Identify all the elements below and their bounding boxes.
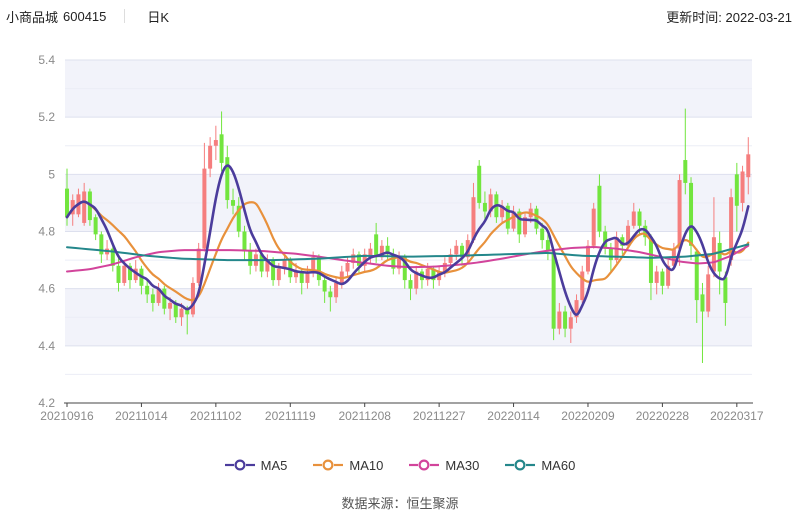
svg-text:20220209: 20220209 — [561, 409, 615, 423]
stock-name: 小商品城 — [6, 9, 59, 25]
x-axis: 20210916 20211014 20211102 20211119 20211208… — [40, 402, 764, 423]
svg-text:20211119: 20211119 — [265, 409, 316, 423]
svg-text:20211014: 20211014 — [115, 409, 168, 423]
svg-text:5: 5 — [48, 167, 55, 181]
legend-label-ma60: MA60 — [541, 457, 576, 473]
legend-item-ma60[interactable]: MA60 — [505, 458, 575, 473]
update-time: 更新时间: 2022-03-21 — [666, 9, 792, 25]
ma60-line — [66, 243, 750, 262]
svg-text:5.4: 5.4 — [38, 53, 55, 67]
svg-text:20210916: 20210916 — [40, 409, 94, 423]
header-divider — [124, 9, 126, 23]
stock-code: 600415 — [63, 8, 107, 24]
legend-label-ma10: MA10 — [349, 457, 384, 473]
svg-text:20220228: 20220228 — [636, 409, 690, 423]
svg-text:20211227: 20211227 — [413, 409, 466, 423]
data-source-label: 数据来源：恒生聚源 — [341, 496, 459, 511]
legend-label-ma5: MA5 — [260, 457, 288, 473]
chart-legend: MA5 MA10 MA30 MA60 — [0, 452, 800, 478]
svg-text:4.2: 4.2 — [38, 396, 55, 410]
svg-text:4.6: 4.6 — [38, 282, 55, 296]
period-label: 日K — [147, 9, 170, 25]
ma60-legend-marker — [505, 459, 536, 471]
legend-item-ma10[interactable]: MA10 — [313, 458, 383, 473]
svg-text:4.4: 4.4 — [38, 339, 55, 353]
ma5-line — [65, 164, 750, 316]
legend-label-ma30: MA30 — [445, 457, 480, 473]
svg-text:4.8: 4.8 — [38, 225, 55, 239]
svg-text:5.2: 5.2 — [38, 110, 55, 124]
y-axis-labels: 5.4 5.2 5 4.8 4.6 4.4 4.2 — [38, 53, 55, 410]
legend-item-ma30[interactable]: MA30 — [409, 458, 479, 473]
ma10-legend-marker — [313, 459, 344, 471]
ma10-line — [65, 200, 750, 302]
svg-text:20211208: 20211208 — [338, 409, 391, 423]
ma30-legend-marker — [409, 459, 440, 471]
svg-text:20211102: 20211102 — [190, 409, 242, 423]
svg-text:20220317: 20220317 — [710, 409, 764, 423]
chart-header: 小商品城 600415 日K 更新时间: 2022-03-21 — [6, 6, 792, 26]
ma5-legend-marker — [224, 459, 255, 471]
legend-item-ma5[interactable]: MA5 — [224, 457, 288, 473]
svg-text:20220114: 20220114 — [487, 409, 540, 423]
